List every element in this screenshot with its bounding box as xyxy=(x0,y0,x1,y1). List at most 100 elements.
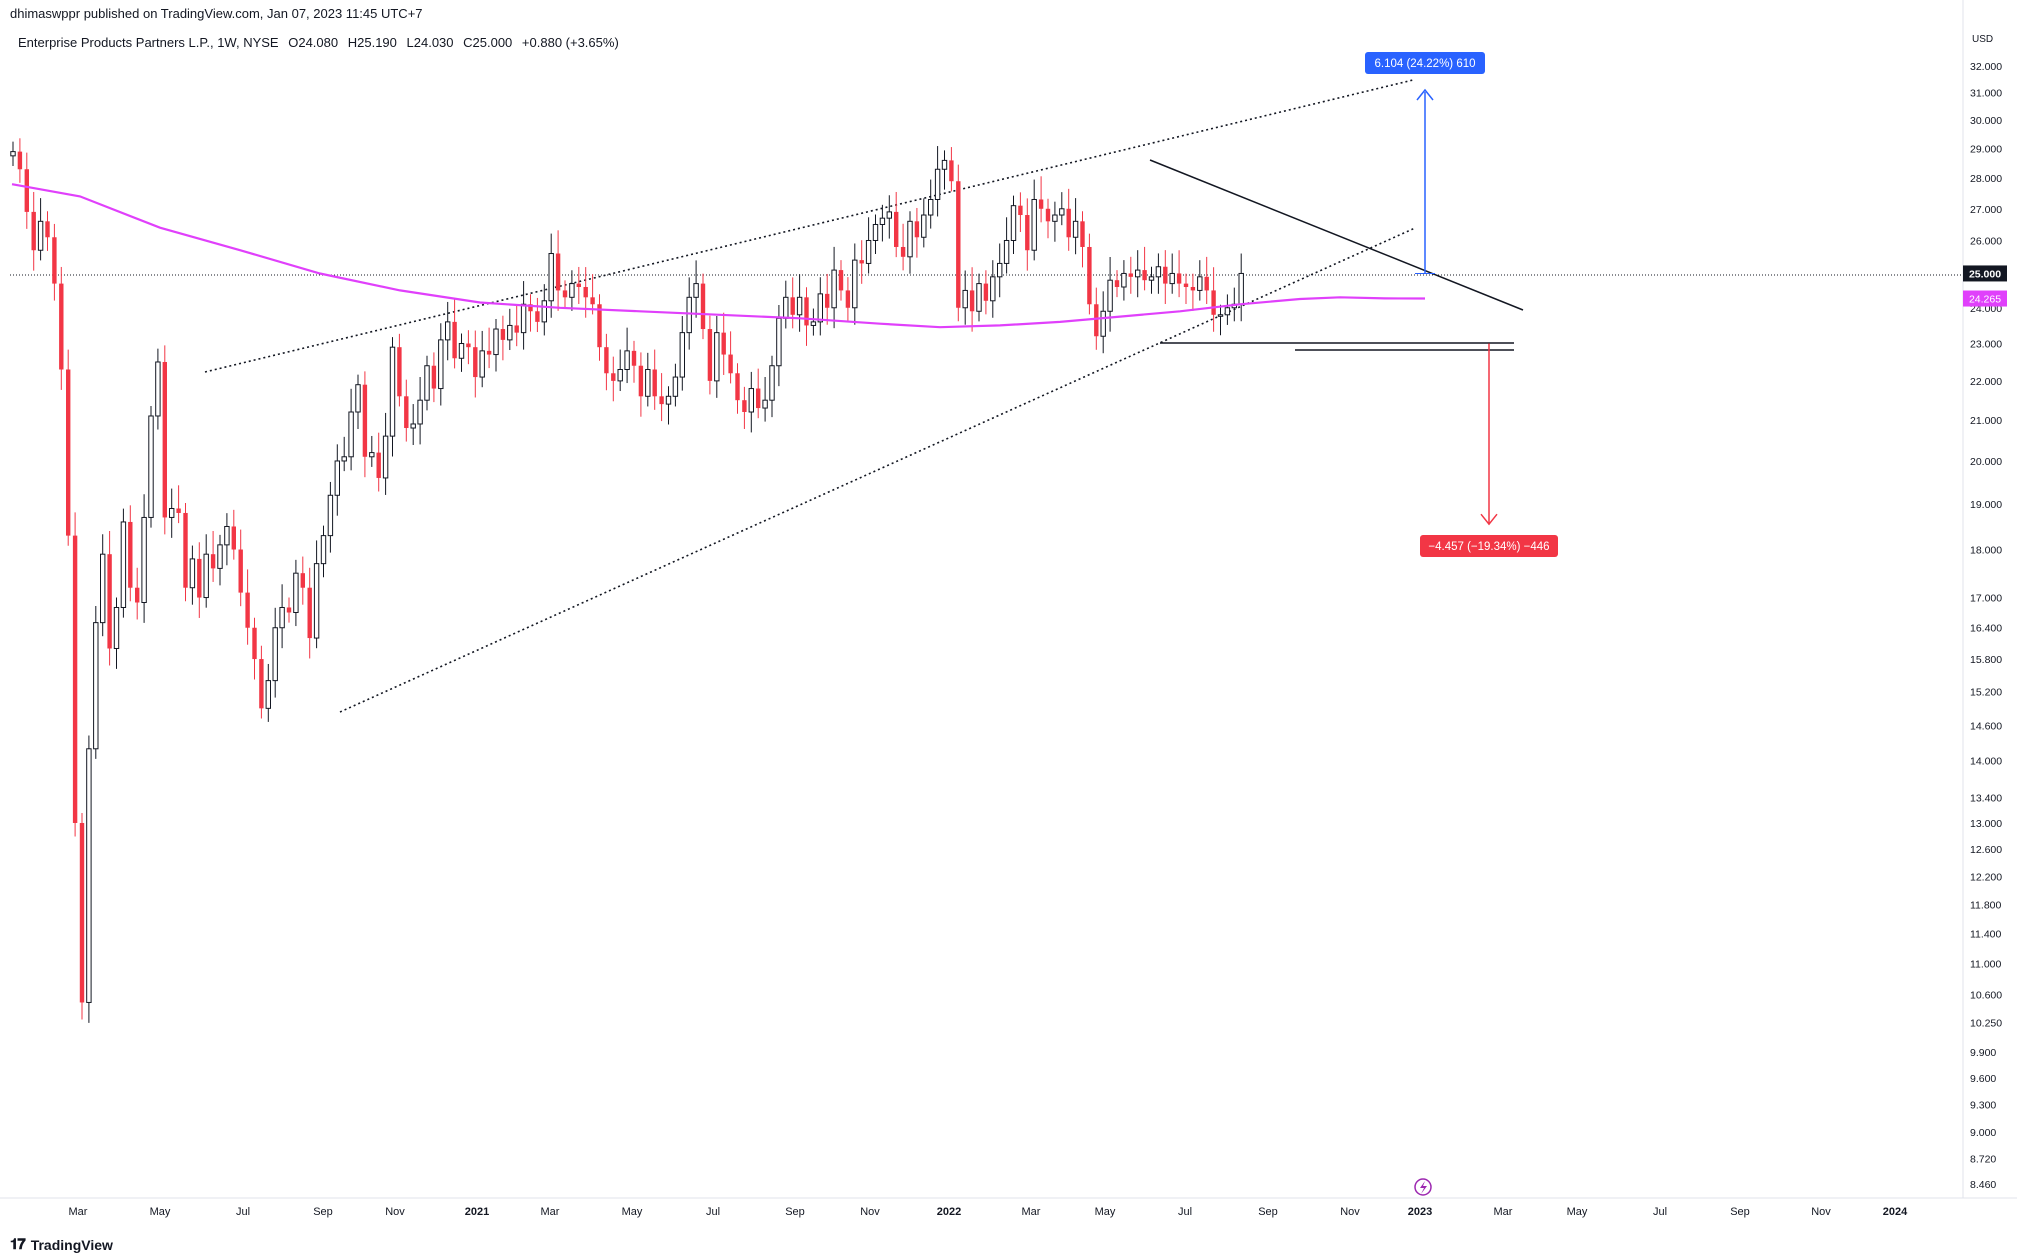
candle-body xyxy=(1087,246,1092,305)
x-tick-label: Nov xyxy=(1811,1206,1831,1218)
candle-body xyxy=(217,544,223,569)
candle-body xyxy=(604,347,609,374)
candle-body xyxy=(831,269,837,309)
candle-body xyxy=(735,373,740,401)
candle-body xyxy=(631,350,637,366)
candle-body xyxy=(1059,208,1065,216)
candle-body xyxy=(969,290,975,312)
y-tick-label: 9.300 xyxy=(1970,1099,1996,1111)
x-tick-label: Mar xyxy=(1022,1206,1041,1218)
last-price-value: 25.000 xyxy=(1969,268,2001,280)
candle-body xyxy=(369,452,375,458)
candle-body xyxy=(389,346,396,437)
x-tick-label: Mar xyxy=(1494,1206,1513,1218)
candle-body xyxy=(120,521,127,608)
candle-body xyxy=(528,304,533,312)
candle-body xyxy=(197,558,202,598)
candle-body xyxy=(790,297,795,315)
tradingview-brand: TradingView xyxy=(30,1236,113,1253)
y-tick-label: 16.400 xyxy=(1970,623,2002,635)
moving-average xyxy=(11,183,1426,329)
candle-body xyxy=(804,297,809,326)
candle-body xyxy=(1217,314,1224,317)
candle-body xyxy=(1183,283,1189,288)
chart-misc xyxy=(1414,1178,1432,1196)
y-tick-label: 9.600 xyxy=(1970,1073,1996,1085)
candle-body xyxy=(894,211,899,247)
candle-body xyxy=(1038,199,1044,209)
moving-average-line xyxy=(11,183,1426,329)
candle-body xyxy=(355,384,361,413)
legend-open: O24.080 xyxy=(288,35,339,50)
x-tick-label: 2022 xyxy=(937,1206,961,1218)
candle-body xyxy=(493,328,499,356)
candle-body xyxy=(783,296,789,319)
candle-body xyxy=(148,415,154,518)
candle-body xyxy=(37,220,44,251)
ma-value-badge xyxy=(1963,290,2007,307)
candle-body xyxy=(1169,272,1175,285)
candle-body xyxy=(941,159,948,170)
candle-body xyxy=(569,283,575,298)
y-tick-label: 32.000 xyxy=(1970,61,2002,73)
candle-body xyxy=(1148,276,1155,281)
candle-body xyxy=(838,270,844,291)
candle-body xyxy=(72,535,78,823)
y-tick-label: 21.000 xyxy=(1970,415,2002,427)
candle-body xyxy=(1107,279,1113,312)
candle-body xyxy=(825,293,830,308)
candle-body xyxy=(1224,307,1231,316)
candle-body xyxy=(1211,290,1216,315)
target-up-arrow-head xyxy=(1416,88,1434,101)
candle-body xyxy=(520,303,527,334)
lightning-icon-glyph xyxy=(1420,1181,1427,1194)
candle-body xyxy=(417,399,423,425)
candle-body xyxy=(348,411,354,458)
target-down-arrow-head xyxy=(1480,513,1498,526)
candle-body xyxy=(983,283,989,301)
candle-body xyxy=(859,260,864,264)
candle-body xyxy=(410,423,416,429)
y-tick-label: 27.000 xyxy=(1970,204,2002,216)
candle-body xyxy=(1094,304,1099,337)
tradingview-branding[interactable]: 𝟏𝟕 TradingView xyxy=(10,1236,113,1253)
candle-body xyxy=(756,388,761,409)
y-tick-label: 10.250 xyxy=(1970,1018,2002,1030)
candle-body xyxy=(327,494,334,537)
tradingview-logo-icon: 𝟏𝟕 xyxy=(10,1236,26,1253)
legend-high: H25.190 xyxy=(347,35,397,50)
x-tick-label: May xyxy=(150,1206,171,1218)
candle-body xyxy=(107,554,112,649)
legend-close: C25.000 xyxy=(463,35,513,50)
candle-body xyxy=(1238,272,1244,305)
candle-body xyxy=(458,343,465,359)
candle-body xyxy=(113,606,120,649)
y-tick-label: 29.000 xyxy=(1970,144,2002,156)
x-tick-label: Sep xyxy=(785,1206,805,1218)
candle-body xyxy=(320,535,327,565)
candle-body xyxy=(307,587,312,639)
candle-body xyxy=(431,365,437,389)
x-tick-label: Sep xyxy=(1258,1206,1278,1218)
candle-body xyxy=(24,169,29,212)
candle-body xyxy=(956,181,961,308)
candle-body xyxy=(707,329,713,381)
candle-body xyxy=(452,321,457,359)
y-tick-label: 9.000 xyxy=(1970,1127,1996,1139)
candle-body xyxy=(279,606,285,629)
candle-body xyxy=(404,396,409,429)
y-tick-label: 30.000 xyxy=(1970,115,2002,127)
candle-body xyxy=(1100,310,1106,337)
candle-body xyxy=(962,289,968,309)
candle-body xyxy=(135,587,140,603)
y-tick-label: 23.000 xyxy=(1970,339,2002,351)
x-tick-label: Jul xyxy=(1653,1206,1667,1218)
candle-body xyxy=(1163,266,1168,284)
candle-body xyxy=(382,435,389,479)
candle-body xyxy=(265,680,272,709)
candle-body xyxy=(865,239,872,264)
candle-body xyxy=(141,516,147,604)
candle-body xyxy=(1114,280,1120,288)
channel-upper-dotted-line xyxy=(204,79,1414,373)
